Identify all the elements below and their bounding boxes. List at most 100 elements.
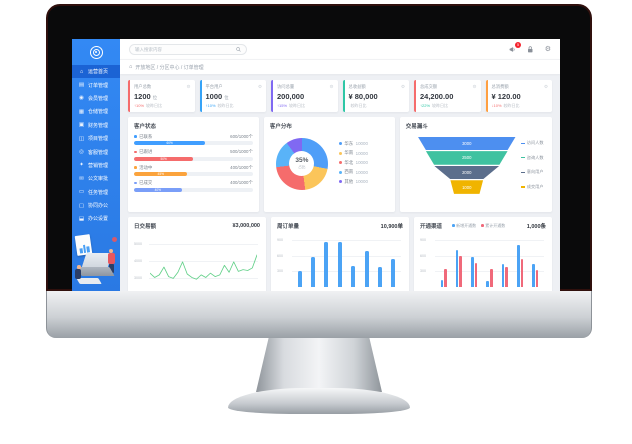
sidebar-item-label: 运营首页	[88, 69, 109, 76]
sidebar-item-service[interactable]: ◎ 客服管理	[72, 145, 120, 158]
search-icon	[236, 46, 241, 52]
gear-icon[interactable]: ⚙	[543, 83, 548, 89]
monitor-stand-neck	[256, 338, 382, 392]
gear-icon[interactable]: ⚙	[472, 83, 477, 89]
line-chart: 5000 4000 3000	[134, 235, 260, 287]
bar-group	[532, 235, 539, 287]
y-tick: 5000	[134, 241, 142, 246]
progress-fill: 60%	[134, 141, 206, 145]
sidebar-item-label: 财务管理	[88, 122, 109, 129]
funnel-label: 意向用户	[520, 166, 544, 180]
sidebar-item-orders[interactable]: ▤ 订单管理	[72, 78, 120, 91]
customer-status-card: 客户状态 已联系 600/1000个 60% 已跟进 500/1000个 50% 活…	[128, 116, 259, 212]
bar	[440, 280, 444, 287]
kpi-card-revenue: 总收益额 ⚙ ¥ 80,000 较昨日比	[342, 80, 409, 112]
sidebar-item-approval[interactable]: ✉ 公文审批	[72, 172, 120, 185]
sidebar-item-projects[interactable]: ◫ 项目管理	[72, 132, 120, 145]
kpi-value: ¥ 80,000	[348, 91, 378, 101]
monitor-stand-base	[228, 388, 410, 414]
funnel-stage: 3000	[417, 136, 516, 151]
sidebar-item-members[interactable]: ◉ 会员管理	[72, 92, 120, 105]
funnel-chart: 3000 2500 2000 1000 访问人数 咨询人数 意向用户 成交用户	[406, 136, 546, 194]
legend-dash	[520, 157, 525, 159]
sidebar-item-office[interactable]: ⬓ 办公设置	[72, 212, 120, 225]
dashboard-screen: ⌂ 运营首页 ▤ 订单管理 ◉ 会员管理 ▦ 仓储管理 ▣ 财务管理 ◫ 项目管…	[72, 39, 560, 291]
middle-row: 客户状态 已联系 600/1000个 60% 已跟进 500/1000个 50% 活…	[128, 116, 553, 212]
topbar-icons: 5 ⚙	[509, 42, 551, 53]
progress-track: 60%	[134, 141, 253, 145]
topbar: 5 ⚙	[120, 39, 560, 59]
funnel-stage: 2500	[425, 151, 508, 165]
kpi-value: 24,200.00	[420, 91, 454, 101]
monitor-chin	[46, 291, 592, 338]
chart-legend: 新增开通数 累计开通数	[446, 223, 505, 229]
sidebar-item-finance[interactable]: ▣ 财务管理	[72, 119, 120, 132]
bar	[532, 263, 535, 287]
y-tick: 300	[277, 268, 283, 273]
funnel-label: 访问人数	[520, 137, 544, 151]
sidebar-item-label: 协同办公	[88, 203, 109, 210]
progress-fill: 45%	[134, 172, 188, 176]
legend-item: 累计开通数	[481, 223, 505, 229]
funnel-stack: 3000 2500 2000 1000	[417, 136, 516, 194]
dashboard-content: 用户总数 ⚙ 1200 位 ↑10% 较昨日比 平台用户 ⚙ 1000 位 ↑10% 较…	[120, 74, 560, 291]
legend-dot	[338, 151, 342, 155]
legend-item: 新增开通数	[452, 223, 476, 229]
sidebar-item-home[interactable]: ⌂ 运营首页	[72, 65, 120, 79]
document-icon: ▤	[78, 82, 85, 89]
sidebar: ⌂ 运营首页 ▤ 订单管理 ◉ 会员管理 ▦ 仓储管理 ▣ 财务管理 ◫ 项目管…	[72, 39, 120, 291]
grouped-bar-chart: 900 600 300	[420, 235, 546, 287]
daily-turnover-card: 日交易额 ¥3,000,000 5000 4000 3000	[128, 216, 266, 291]
progress-track: 50%	[134, 156, 253, 161]
gear-icon[interactable]: ⚙	[257, 83, 262, 89]
bar-group	[516, 235, 524, 287]
legend-dash	[520, 186, 525, 188]
kpi-card-visits: 访问总量 ⚙ 200,000 ↑15% 较昨日比	[271, 80, 338, 112]
kpi-delta: ↑10%	[134, 102, 145, 108]
sidebar-item-label: 订单管理	[88, 82, 109, 89]
notification-button[interactable]: 5	[509, 42, 521, 53]
card-icon: ▣	[78, 122, 85, 129]
kpi-value: 200,000	[277, 91, 305, 101]
bar-group	[486, 235, 493, 287]
search-input[interactable]	[135, 46, 230, 52]
status-dot	[134, 166, 137, 169]
gear-icon[interactable]: ⚙	[186, 83, 191, 89]
settings-button[interactable]: ⚙	[545, 46, 551, 53]
sidebar-item-tasks[interactable]: ▭ 任务管理	[72, 186, 120, 199]
lock-button[interactable]	[527, 45, 534, 53]
progress-fill: 40%	[134, 187, 182, 192]
kpi-delta: ↑15%	[277, 102, 288, 108]
kpi-card-spend: 总消费额 ⚙ ¥ 120.00 ↓10% 较昨日比	[485, 80, 552, 112]
status-dot	[134, 135, 137, 138]
card-title: 交易漏斗	[405, 123, 428, 130]
bar	[486, 280, 489, 287]
funnel-labels: 访问人数 咨询人数 意向用户 成交用户	[520, 137, 544, 194]
sidebar-illustration	[72, 231, 120, 291]
sidebar-item-marketing[interactable]: ✦ 营销管理	[72, 159, 120, 172]
search-box[interactable]	[129, 43, 247, 55]
legend-dot	[338, 170, 342, 174]
status-dot	[134, 150, 137, 154]
bar	[337, 241, 342, 287]
breadcrumb[interactable]: ⌂ 开放地区 / 分区中心 / 订单管理	[120, 59, 560, 74]
sidebar-item-warehouse[interactable]: ▦ 仓储管理	[72, 105, 120, 118]
notification-badge: 5	[515, 42, 521, 48]
kpi-label: 总消费额	[491, 83, 509, 89]
bar	[455, 250, 459, 287]
y-tick: 4000	[134, 258, 142, 263]
gear-icon[interactable]: ⚙	[400, 83, 405, 89]
kpi-compare: 较昨日比	[146, 102, 163, 108]
screen-icon: ▢	[78, 202, 85, 209]
breadcrumb-path: 开放地区 / 分区中心 / 订单管理	[135, 64, 204, 71]
bar	[377, 266, 382, 287]
bar	[520, 259, 524, 287]
legend-item: 华北 10000	[338, 160, 368, 166]
sidebar-item-collab[interactable]: ▢ 协同办公	[72, 199, 120, 212]
bar	[535, 270, 539, 287]
status-row: 活动中 400/1000个 45%	[134, 165, 253, 176]
gear-icon[interactable]: ⚙	[329, 83, 334, 89]
sidebar-item-label: 项目管理	[88, 136, 109, 143]
kpi-value: 1000 位	[205, 91, 229, 101]
app-logo[interactable]	[72, 39, 120, 65]
